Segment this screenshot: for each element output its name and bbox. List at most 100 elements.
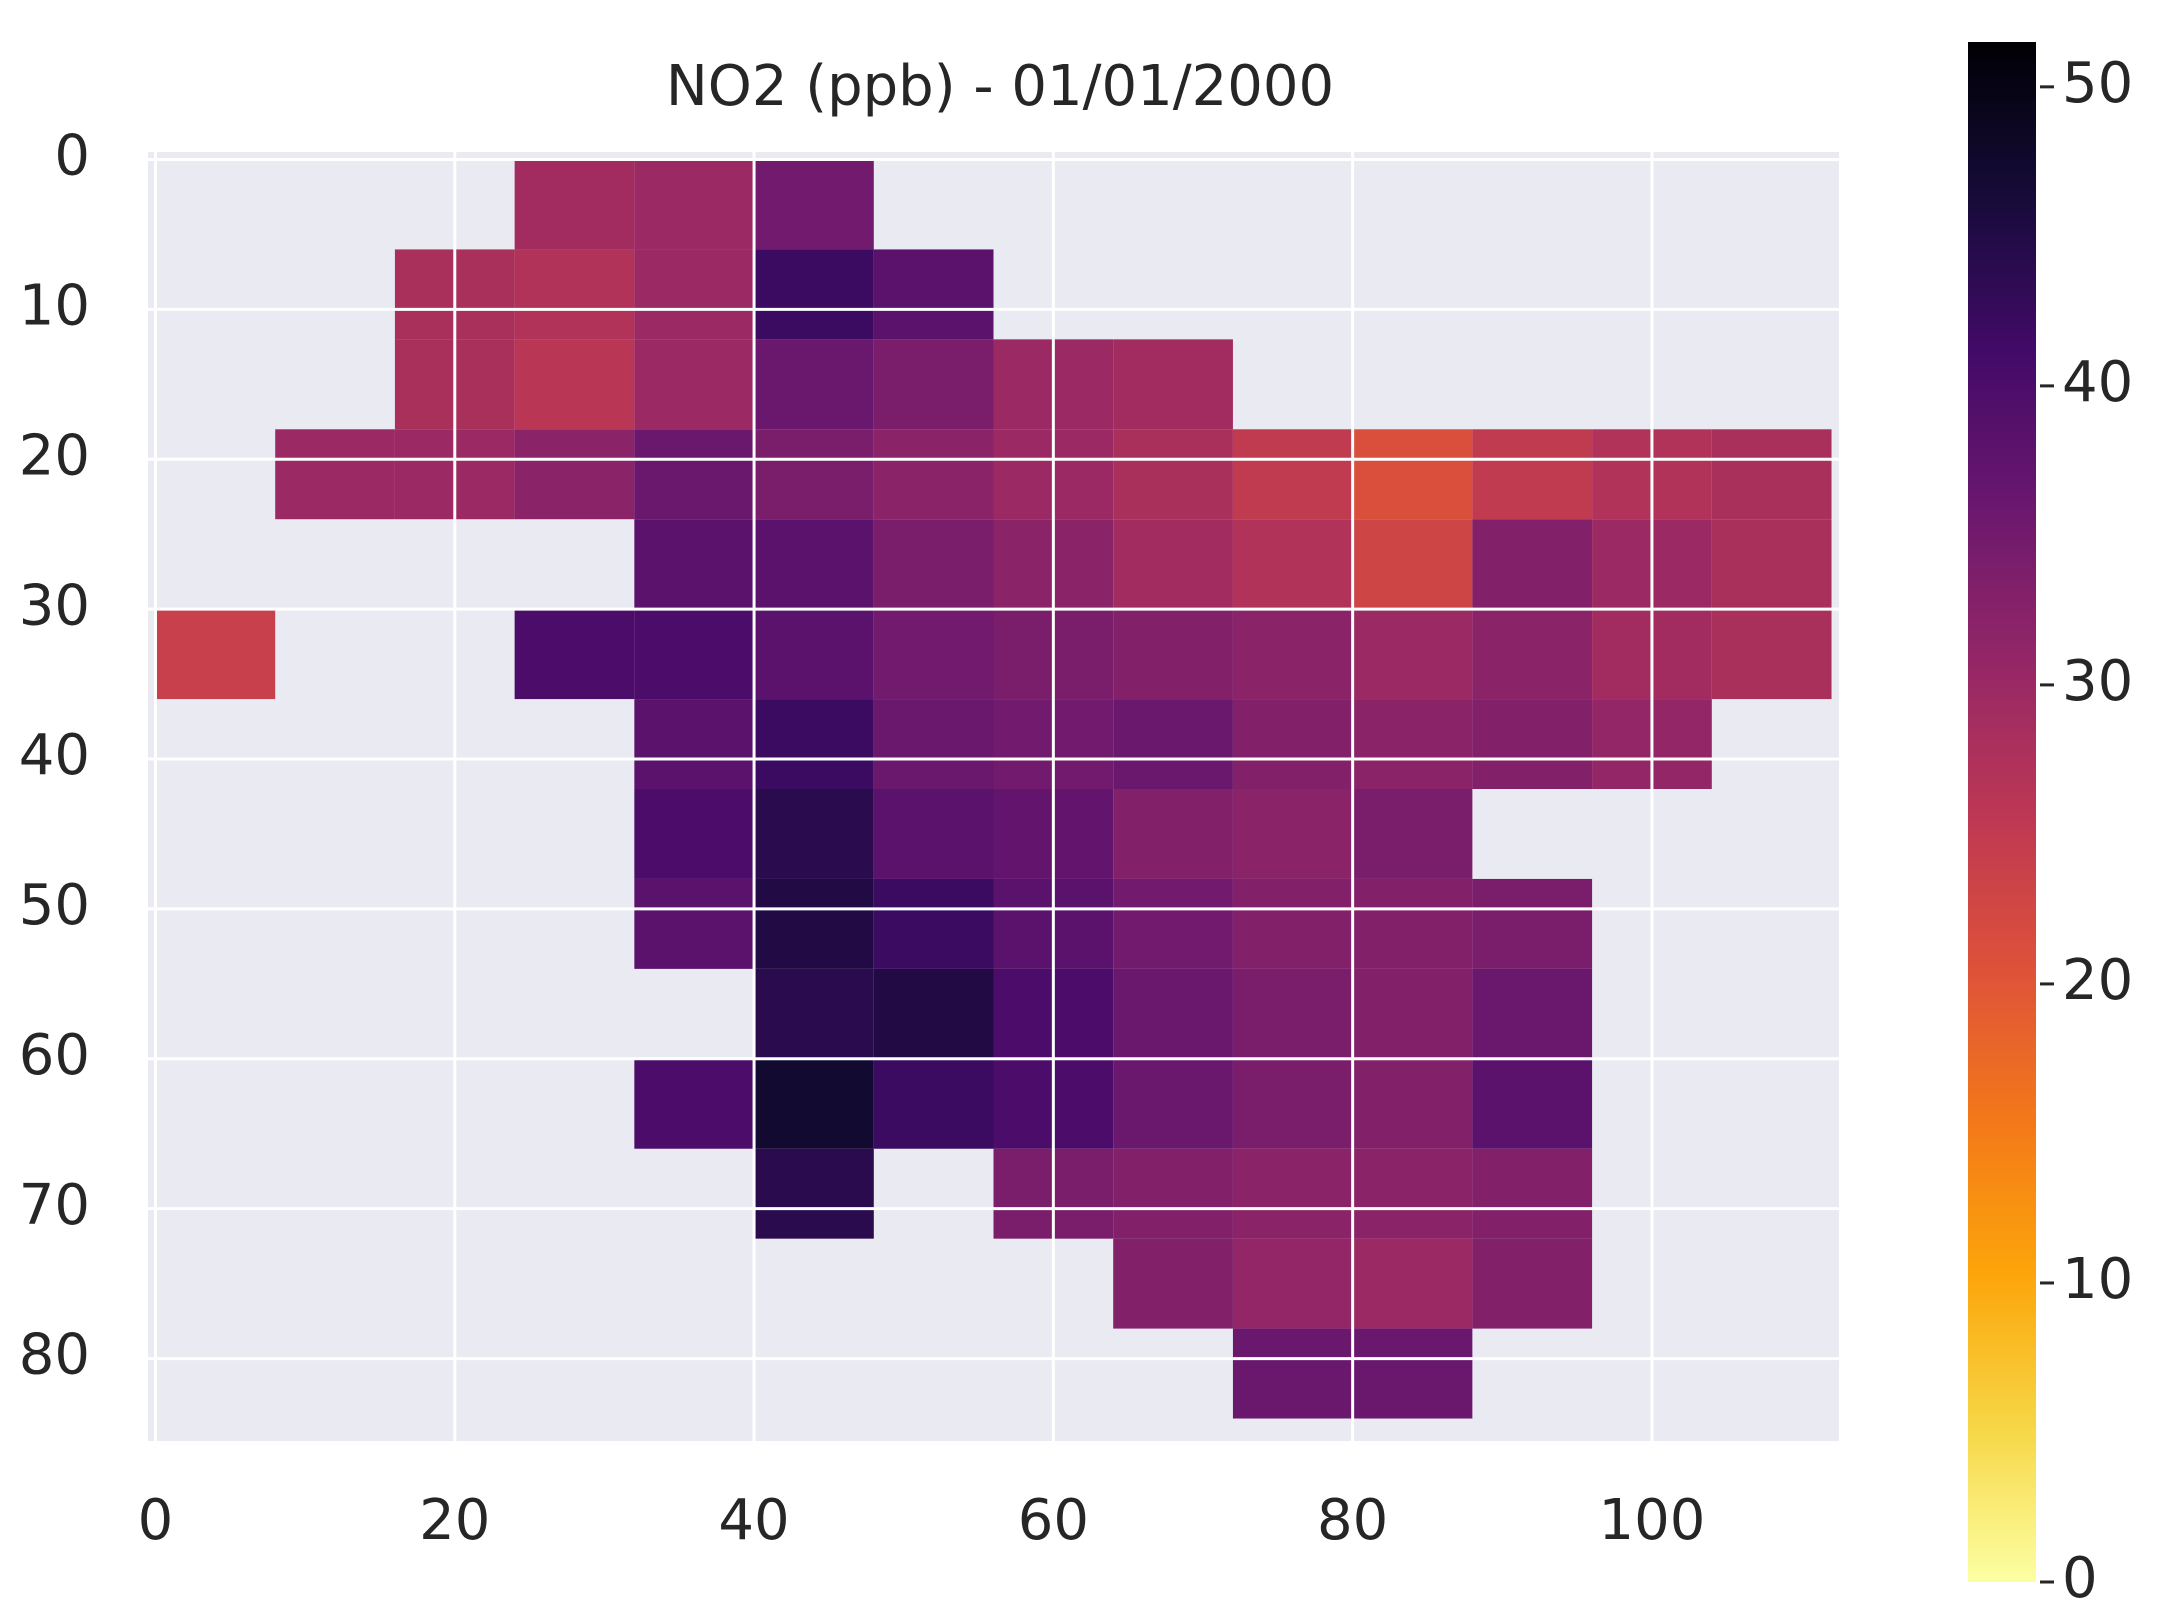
- heatmap-cell: [634, 159, 754, 249]
- heatmap-cell: [1113, 339, 1233, 429]
- heatmap-cell: [754, 789, 874, 879]
- heatmap-cell: [754, 609, 874, 699]
- heatmap-cell: [1472, 1059, 1592, 1149]
- x-tick-label: 40: [718, 1488, 789, 1553]
- heatmap-cell: [1233, 1329, 1353, 1419]
- heatmap-cell: [1353, 699, 1473, 789]
- heatmap-cell: [874, 609, 994, 699]
- heatmap-cell: [754, 339, 874, 429]
- heatmap-cell: [1113, 789, 1233, 879]
- heatmap-cell: [1113, 699, 1233, 789]
- heatmap-cell: [1233, 609, 1353, 699]
- heatmap-cell: [1472, 519, 1592, 609]
- heatmap-cell: [754, 429, 874, 519]
- heatmap-cell: [754, 699, 874, 789]
- y-tick-label: 20: [19, 423, 90, 488]
- heatmap-cell: [1353, 1149, 1473, 1239]
- y-tick-label: 70: [19, 1173, 90, 1238]
- heatmap-cell: [1472, 1149, 1592, 1239]
- heatmap-cell: [1233, 969, 1353, 1059]
- colorbar-tick-label: 50: [2062, 51, 2133, 116]
- x-tick-label: 100: [1598, 1488, 1705, 1553]
- colorbar-tick-label: 40: [2062, 350, 2133, 415]
- heatmap-cell: [754, 969, 874, 1059]
- heatmap-cell: [1113, 1149, 1233, 1239]
- heatmap-cell: [1712, 609, 1832, 699]
- x-tick-label: 60: [1018, 1488, 1089, 1553]
- heatmap-cell: [1353, 789, 1473, 879]
- heatmap-cell: [1113, 1059, 1233, 1149]
- heatmap-cell: [1233, 1239, 1353, 1329]
- heatmap-cell: [634, 1059, 754, 1149]
- heatmap-cell: [1113, 429, 1233, 519]
- heatmap-cell: [874, 969, 994, 1059]
- y-tick-label: 40: [19, 723, 90, 788]
- heatmap-cell: [1472, 879, 1592, 969]
- heatmap-cell: [874, 1059, 994, 1149]
- heatmap-cell: [754, 1149, 874, 1239]
- heatmap-cell: [1113, 879, 1233, 969]
- heatmap-cell: [1113, 1239, 1233, 1329]
- heatmap-cell: [1472, 1239, 1592, 1329]
- heatmap-cell: [1113, 519, 1233, 609]
- heatmap-cell: [634, 699, 754, 789]
- heatmap-cell: [1233, 1149, 1353, 1239]
- colorbar-tick-label: 10: [2062, 1247, 2133, 1312]
- heatmap-cell: [515, 339, 635, 429]
- y-tick-label: 50: [19, 873, 90, 938]
- heatmap-cell: [1233, 879, 1353, 969]
- heatmap-cell: [1353, 879, 1473, 969]
- y-tick-label: 60: [19, 1023, 90, 1088]
- colorbar-tick-label: 0: [2062, 1546, 2098, 1611]
- heatmap-cell: [634, 429, 754, 519]
- heatmap-cell: [754, 249, 874, 339]
- heatmap-cell: [1353, 969, 1473, 1059]
- heatmap-cell: [515, 609, 635, 699]
- heatmap-cell: [1472, 699, 1592, 789]
- chart: NO2 (ppb) - 01/01/2000 02040608010001020…: [0, 0, 2177, 1615]
- heatmap-cell: [1113, 969, 1233, 1059]
- heatmap-cell: [874, 519, 994, 609]
- heatmap-cell: [1353, 1059, 1473, 1149]
- heatmap-cell: [1233, 699, 1353, 789]
- heatmap-cell: [754, 159, 874, 249]
- heatmap-cell: [754, 1059, 874, 1149]
- heatmap-cell: [1353, 1239, 1473, 1329]
- y-tick-label: 10: [19, 274, 90, 339]
- heatmap-cell: [634, 339, 754, 429]
- heatmap-cell: [155, 609, 275, 699]
- y-tick-label: 30: [19, 573, 90, 638]
- heatmap-cell: [634, 249, 754, 339]
- colorbar-tick-label: 30: [2062, 649, 2133, 714]
- heatmap-cell: [1353, 1329, 1473, 1419]
- y-tick-label: 80: [19, 1323, 90, 1388]
- y-tick-label: 0: [54, 124, 90, 189]
- heatmap-cell: [1233, 429, 1353, 519]
- heatmap-cell: [874, 699, 994, 789]
- heatmap-cell: [1353, 429, 1473, 519]
- colorbar-tick-label: 20: [2062, 948, 2133, 1013]
- heatmap-cell: [1353, 519, 1473, 609]
- heatmap-cell: [874, 429, 994, 519]
- heatmap-cell: [275, 429, 395, 519]
- heatmap-cell: [754, 879, 874, 969]
- heatmap-cell: [1472, 609, 1592, 699]
- heatmap-cell: [1233, 789, 1353, 879]
- chart-title: NO2 (ppb) - 01/01/2000: [666, 54, 1334, 119]
- heatmap-cell: [515, 249, 635, 339]
- heatmap-cell: [874, 879, 994, 969]
- x-tick-label: 0: [138, 1488, 174, 1553]
- heatmap-cell: [1113, 609, 1233, 699]
- heatmap-cell: [634, 519, 754, 609]
- heatmap-cell: [634, 789, 754, 879]
- heatmap-cell: [754, 519, 874, 609]
- heatmap-cell: [1353, 609, 1473, 699]
- heatmap-cell: [1712, 429, 1832, 519]
- heatmap-cell: [1712, 519, 1832, 609]
- heatmap-cell: [874, 249, 994, 339]
- colorbar: [1968, 42, 2036, 1582]
- heatmap-cell: [515, 159, 635, 249]
- heatmap-cell: [634, 879, 754, 969]
- x-tick-label: 80: [1317, 1488, 1388, 1553]
- heatmap-cell: [1472, 429, 1592, 519]
